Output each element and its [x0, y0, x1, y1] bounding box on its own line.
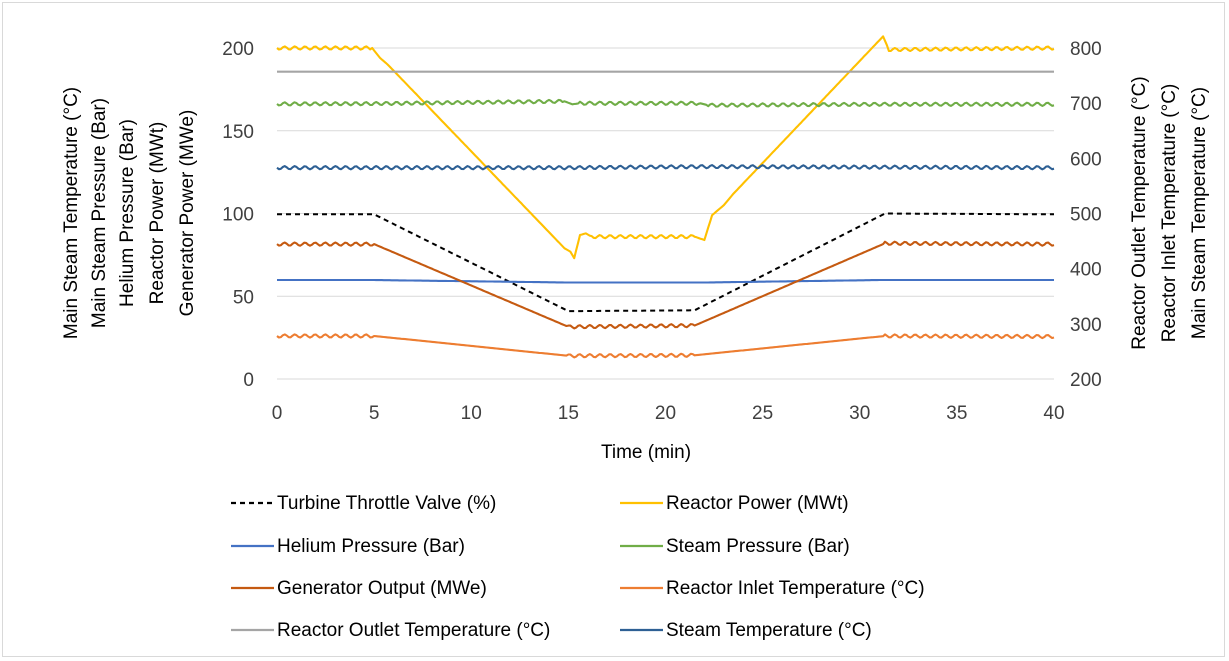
- legend-label: Steam Temperature (°C): [666, 620, 872, 641]
- y-left-title-line: Main Steam Temperature (°C): [61, 87, 82, 339]
- y-axis-left-title: Main Steam Temperature (°C) Main Steam Pr…: [61, 87, 198, 339]
- chart-svg: 0 5 10 15 20 25 30 35 40 0 50 100 150 200 200 300 400 5…: [61, 35, 1210, 641]
- series-line-4: [276, 240, 1055, 330]
- y-left-tick-label: 100: [222, 205, 254, 226]
- y-right-tick-label: 200: [1070, 370, 1102, 391]
- y-left-tick-label: 0: [243, 370, 254, 391]
- x-tick-label: 10: [461, 403, 482, 424]
- legend-label: Helium Pressure (Bar): [277, 536, 465, 557]
- y-right-tick-label: 700: [1070, 94, 1102, 115]
- series-line-0: [277, 212, 1054, 313]
- y-left-title-line: Generator Power (MWe): [177, 110, 198, 317]
- x-tick-label: 5: [369, 403, 380, 424]
- y-right-tick-label: 500: [1070, 205, 1102, 226]
- legend-label: Turbine Throttle Valve (%): [277, 493, 496, 514]
- x-tick-label: 35: [946, 403, 967, 424]
- legend-label: Steam Pressure (Bar): [666, 536, 850, 557]
- y-right-tick-label: 800: [1070, 39, 1102, 60]
- series-line-2: [277, 278, 1054, 284]
- y-right-title-line: Reactor Outlet Temperature (°C): [1129, 76, 1150, 349]
- y-left-tick-label: 150: [222, 122, 254, 143]
- legend-label: Generator Output (MWe): [277, 578, 487, 599]
- series-line-5: [276, 333, 1055, 359]
- y-left-tick-label: 200: [222, 39, 254, 60]
- legend-label: Reactor Power (MWt): [666, 493, 849, 514]
- series-line-7: [276, 164, 1055, 171]
- series-line-3: [276, 98, 1055, 108]
- series-layer: [276, 35, 1055, 359]
- y-left-tick-label: 50: [233, 287, 254, 308]
- x-tick-label: 25: [752, 403, 773, 424]
- y-right-tick-label: 400: [1070, 260, 1102, 281]
- x-axis-ticks: 0 5 10 15 20 25 30 35 40: [272, 403, 1065, 424]
- y-right-title-line: Reactor Inlet Temperature (°C): [1159, 84, 1180, 343]
- y-axis-right-title: Reactor Outlet Temperature (°C) Reactor I…: [1129, 76, 1210, 349]
- x-tick-label: 40: [1043, 403, 1064, 424]
- x-tick-label: 0: [272, 403, 283, 424]
- x-axis-title: Time (min): [601, 442, 691, 463]
- y-left-title-line: Helium Pressure (Bar): [117, 119, 138, 307]
- y-left-title-line: Reactor Power (MWt): [147, 122, 168, 305]
- y-right-title-line: Main Steam Temperature (°C): [1189, 87, 1210, 339]
- x-tick-label: 30: [849, 403, 870, 424]
- y-left-title-line: Main Steam Pressure (Bar): [89, 98, 110, 328]
- legend-label: Reactor Outlet Temperature (°C): [277, 620, 550, 641]
- y-right-tick-label: 300: [1070, 315, 1102, 336]
- y-axis-left-ticks: 0 50 100 150 200: [222, 39, 254, 391]
- y-axis-right-ticks: 200 300 400 500 600 700 800: [1070, 39, 1102, 391]
- y-right-tick-label: 600: [1070, 149, 1102, 170]
- legend: Turbine Throttle Valve (%) Reactor Power …: [231, 493, 925, 641]
- x-tick-label: 15: [558, 403, 579, 424]
- series-line-1: [276, 35, 1055, 260]
- legend-label: Reactor Inlet Temperature (°C): [666, 578, 925, 599]
- x-tick-label: 20: [655, 403, 676, 424]
